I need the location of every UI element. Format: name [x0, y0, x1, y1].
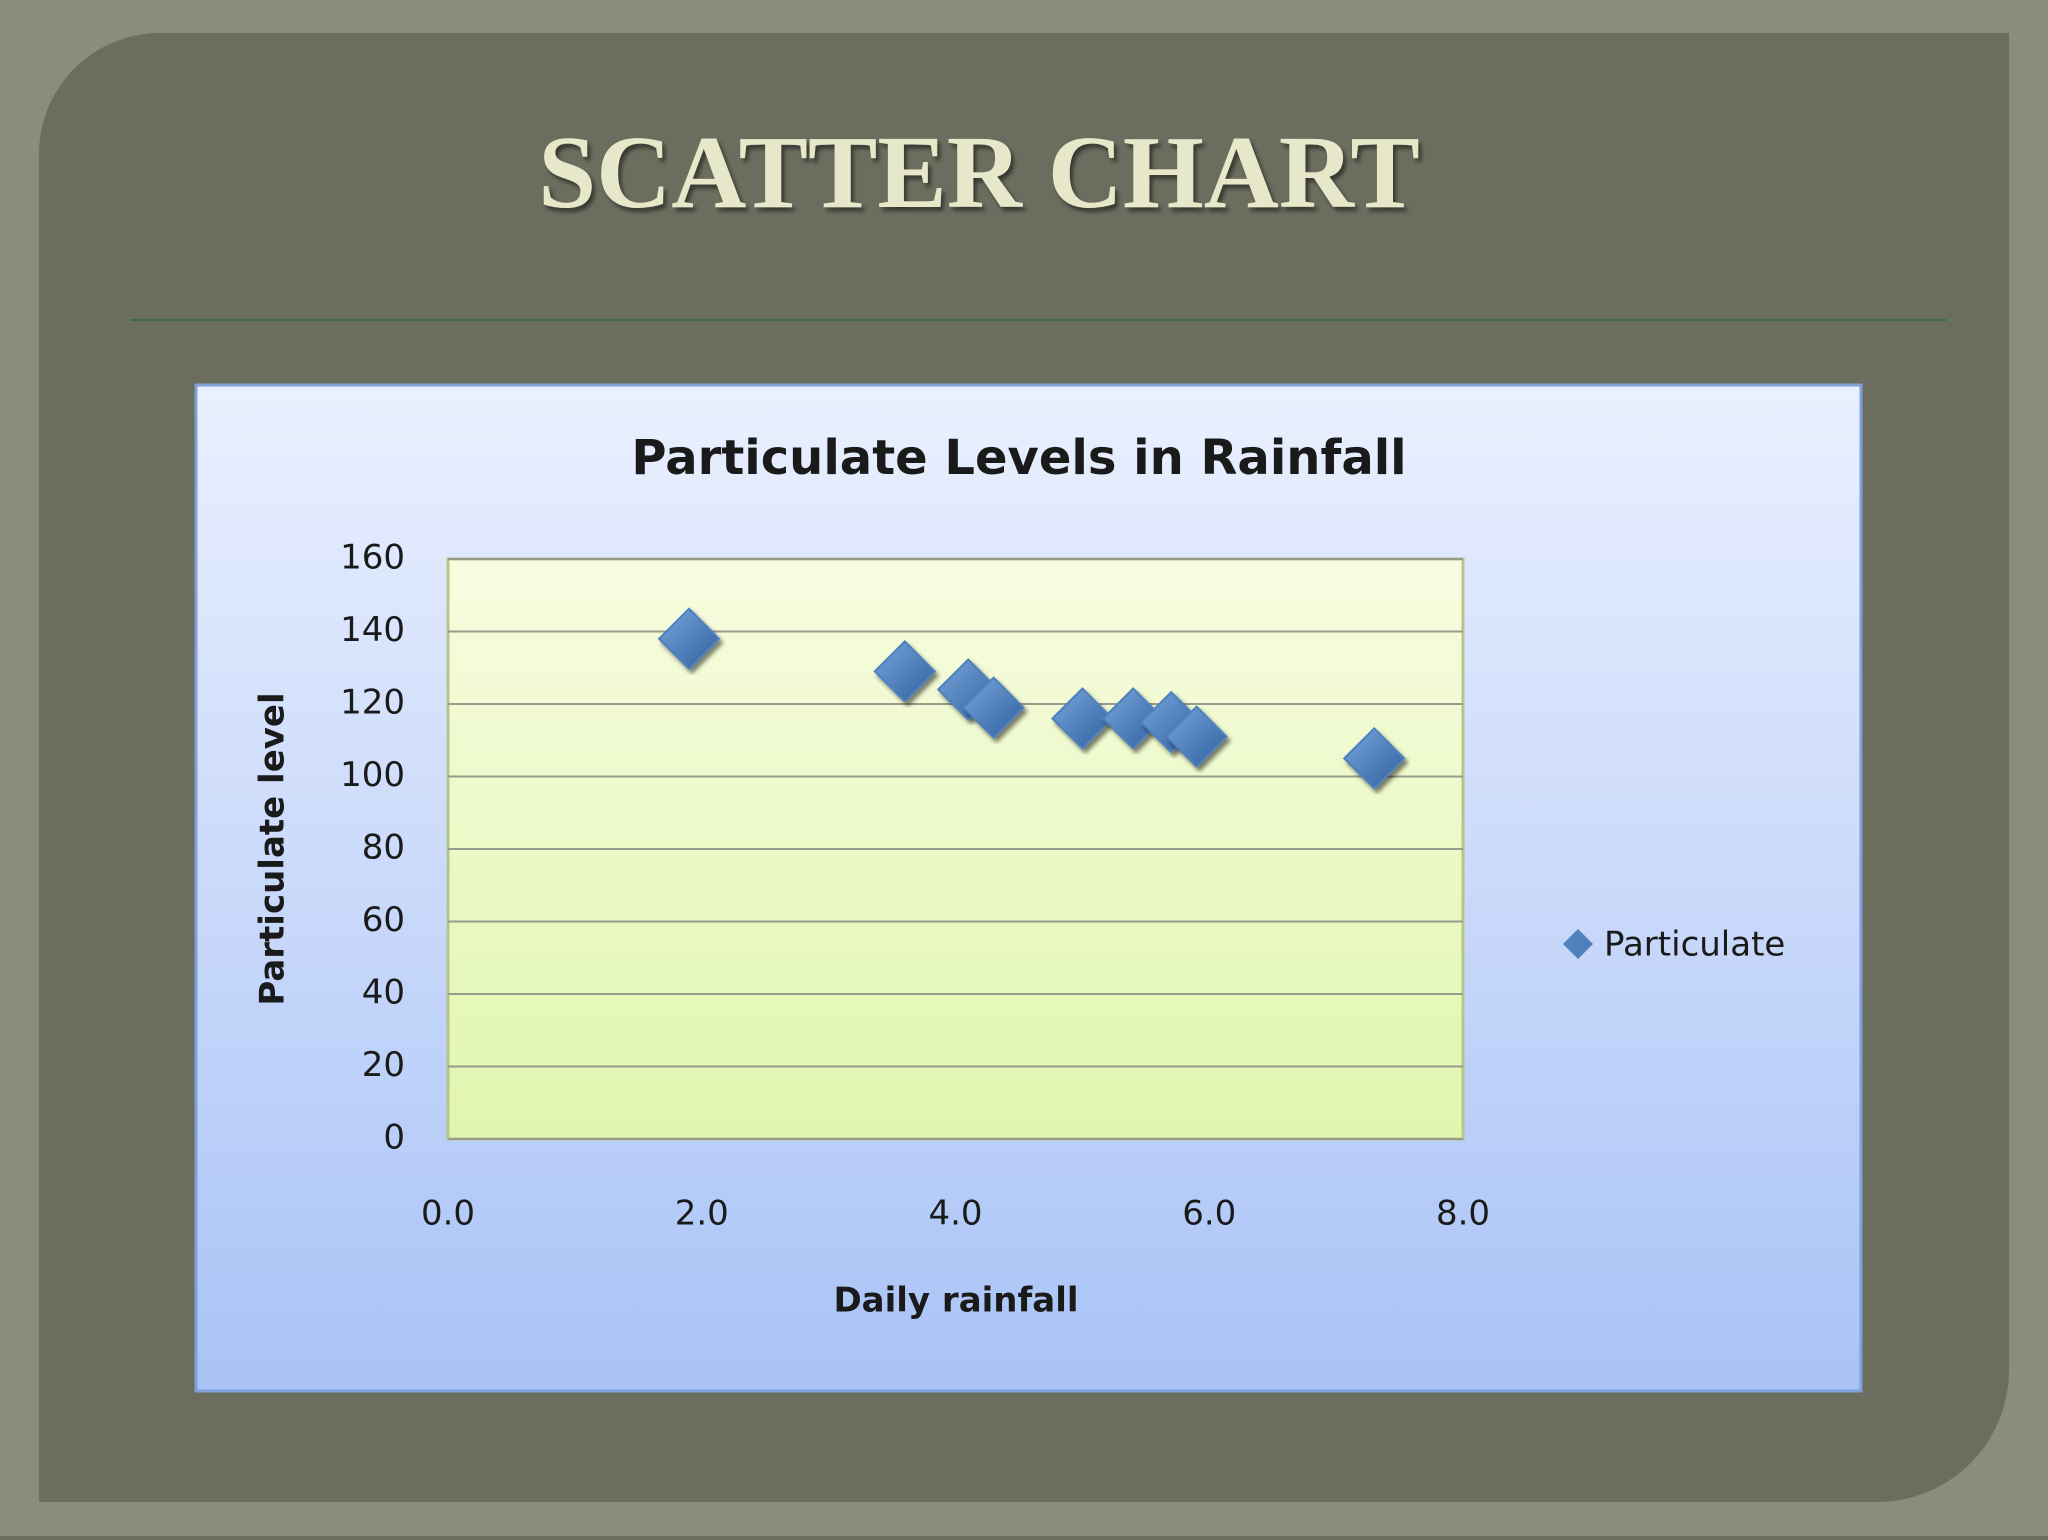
point	[1342, 726, 1406, 790]
y-tick-label: 160	[340, 538, 405, 578]
x-tick-label: 0.0	[421, 1194, 475, 1234]
x-axis-label: Daily rainfall	[833, 1281, 1078, 1321]
y-tick-label: 140	[340, 610, 405, 650]
y-tick-label: 100	[340, 755, 405, 795]
x-tick-label: 6.0	[1182, 1194, 1236, 1234]
point	[657, 607, 721, 671]
x-tick-label: 4.0	[928, 1194, 982, 1234]
point	[1101, 687, 1165, 750]
point	[873, 639, 937, 703]
slide-title: SCATTER CHART	[538, 115, 1419, 230]
y-tick-label: 0	[383, 1118, 405, 1158]
point	[1050, 687, 1114, 750]
y-tick-label: 80	[362, 828, 405, 868]
x-tick-label: 2.0	[675, 1194, 729, 1234]
legend-label: Particulate	[1604, 925, 1785, 965]
chart-title: Particulate Levels in Rainfall	[631, 430, 1406, 486]
y-tick-label: 20	[362, 1045, 405, 1085]
y-tick-label: 40	[362, 973, 405, 1013]
y-tick-label: 60	[362, 900, 405, 940]
y-tick-label: 120	[340, 683, 405, 723]
y-axis-label: Particulate level	[253, 692, 293, 1005]
point	[962, 676, 1025, 740]
point	[1165, 705, 1228, 769]
legend-marker	[1563, 929, 1593, 959]
x-tick-label: 8.0	[1436, 1194, 1490, 1234]
